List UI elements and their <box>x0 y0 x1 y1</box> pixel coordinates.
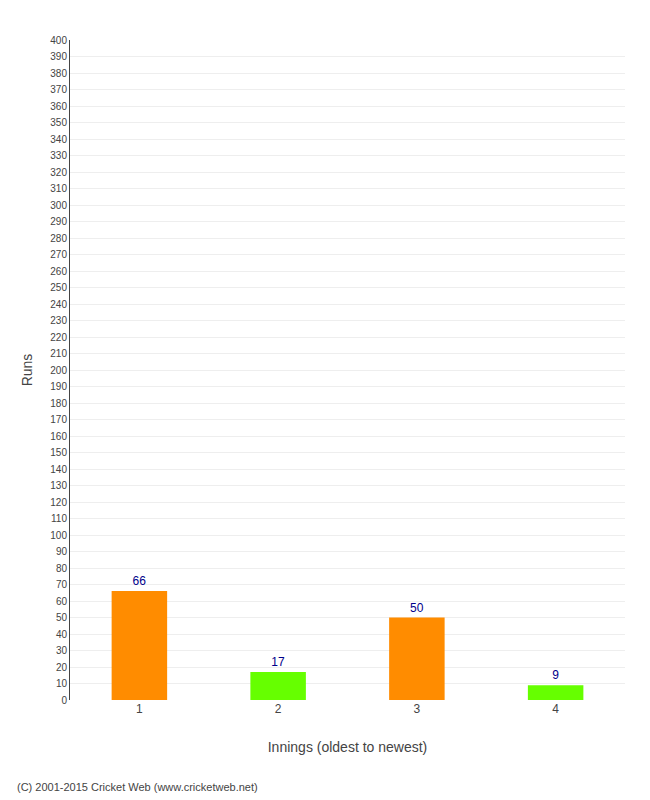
svg-text:280: 280 <box>50 233 67 244</box>
svg-text:2: 2 <box>275 702 282 716</box>
svg-text:380: 380 <box>50 68 67 79</box>
svg-text:140: 140 <box>50 464 67 475</box>
svg-text:180: 180 <box>50 398 67 409</box>
svg-text:240: 240 <box>50 299 67 310</box>
svg-text:20: 20 <box>56 662 68 673</box>
svg-text:290: 290 <box>50 216 67 227</box>
svg-text:210: 210 <box>50 348 67 359</box>
svg-text:Runs: Runs <box>19 354 35 387</box>
svg-text:260: 260 <box>50 266 67 277</box>
svg-text:390: 390 <box>50 51 67 62</box>
svg-text:1: 1 <box>136 702 143 716</box>
svg-text:220: 220 <box>50 332 67 343</box>
svg-text:60: 60 <box>56 596 68 607</box>
svg-text:120: 120 <box>50 497 67 508</box>
svg-text:Innings (oldest to newest): Innings (oldest to newest) <box>268 739 428 755</box>
svg-text:190: 190 <box>50 381 67 392</box>
svg-text:130: 130 <box>50 480 67 491</box>
svg-text:160: 160 <box>50 431 67 442</box>
svg-text:200: 200 <box>50 365 67 376</box>
svg-text:17: 17 <box>271 655 285 669</box>
svg-text:90: 90 <box>56 546 68 557</box>
svg-text:40: 40 <box>56 629 68 640</box>
svg-text:50: 50 <box>410 601 424 615</box>
svg-text:360: 360 <box>50 101 67 112</box>
svg-text:50: 50 <box>56 612 68 623</box>
svg-text:320: 320 <box>50 167 67 178</box>
svg-text:10: 10 <box>56 678 68 689</box>
svg-text:370: 370 <box>50 84 67 95</box>
svg-text:310: 310 <box>50 183 67 194</box>
svg-text:30: 30 <box>56 645 68 656</box>
svg-text:3: 3 <box>414 702 421 716</box>
svg-text:350: 350 <box>50 117 67 128</box>
svg-text:0: 0 <box>61 695 67 706</box>
svg-text:9: 9 <box>552 668 559 682</box>
svg-text:150: 150 <box>50 447 67 458</box>
svg-text:340: 340 <box>50 134 67 145</box>
svg-text:66: 66 <box>133 574 147 588</box>
svg-text:250: 250 <box>50 282 67 293</box>
svg-text:170: 170 <box>50 414 67 425</box>
svg-text:270: 270 <box>50 249 67 260</box>
svg-text:4: 4 <box>552 702 559 716</box>
svg-text:300: 300 <box>50 200 67 211</box>
svg-text:(C) 2001-2015 Cricket Web (www: (C) 2001-2015 Cricket Web (www.cricketwe… <box>17 781 258 793</box>
svg-text:110: 110 <box>51 513 67 524</box>
svg-text:400: 400 <box>50 35 67 46</box>
svg-text:330: 330 <box>50 150 67 161</box>
svg-text:100: 100 <box>50 530 67 541</box>
svg-text:80: 80 <box>56 563 68 574</box>
svg-text:70: 70 <box>56 579 68 590</box>
svg-text:230: 230 <box>50 315 67 326</box>
